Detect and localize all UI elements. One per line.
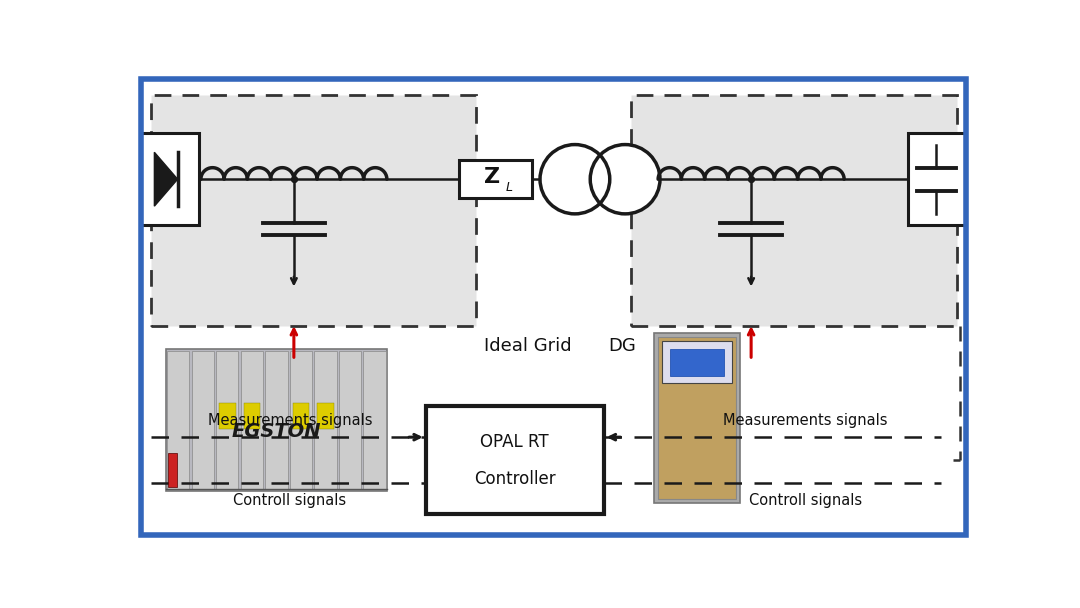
Text: Ideal Grid: Ideal Grid — [484, 337, 571, 355]
Bar — [339, 351, 361, 489]
Bar — [243, 402, 260, 429]
Text: Measurements signals: Measurements signals — [724, 413, 888, 428]
Bar — [314, 351, 337, 489]
FancyBboxPatch shape — [150, 94, 476, 325]
Bar — [426, 406, 604, 514]
Text: Controll signals: Controll signals — [233, 492, 347, 508]
Bar — [167, 351, 189, 489]
Bar — [654, 333, 740, 503]
Bar — [241, 351, 264, 489]
Bar — [662, 341, 732, 383]
Bar — [293, 402, 309, 429]
Bar — [192, 351, 214, 489]
Bar — [167, 452, 177, 487]
Text: OPAL RT: OPAL RT — [481, 433, 549, 451]
Bar — [216, 351, 239, 489]
Bar — [364, 351, 386, 489]
Bar — [266, 351, 287, 489]
Text: Controll signals: Controll signals — [748, 492, 862, 508]
Bar — [166, 348, 387, 491]
Text: Controller: Controller — [474, 469, 555, 488]
Bar — [658, 337, 735, 499]
Bar — [289, 351, 312, 489]
Text: EGSTON: EGSTON — [231, 422, 321, 441]
Text: DG: DG — [608, 337, 635, 355]
Bar — [907, 133, 966, 226]
Bar — [318, 402, 334, 429]
Bar — [141, 133, 200, 226]
Bar — [219, 402, 235, 429]
Bar — [670, 348, 724, 376]
Text: Measurements signals: Measurements signals — [207, 413, 373, 428]
Text: $\mathbf{Z}$: $\mathbf{Z}$ — [483, 167, 500, 187]
Polygon shape — [154, 152, 177, 206]
Circle shape — [540, 145, 610, 214]
Text: $_L$: $_L$ — [505, 176, 514, 195]
FancyBboxPatch shape — [631, 94, 957, 325]
Circle shape — [591, 145, 660, 214]
Bar — [459, 160, 532, 198]
